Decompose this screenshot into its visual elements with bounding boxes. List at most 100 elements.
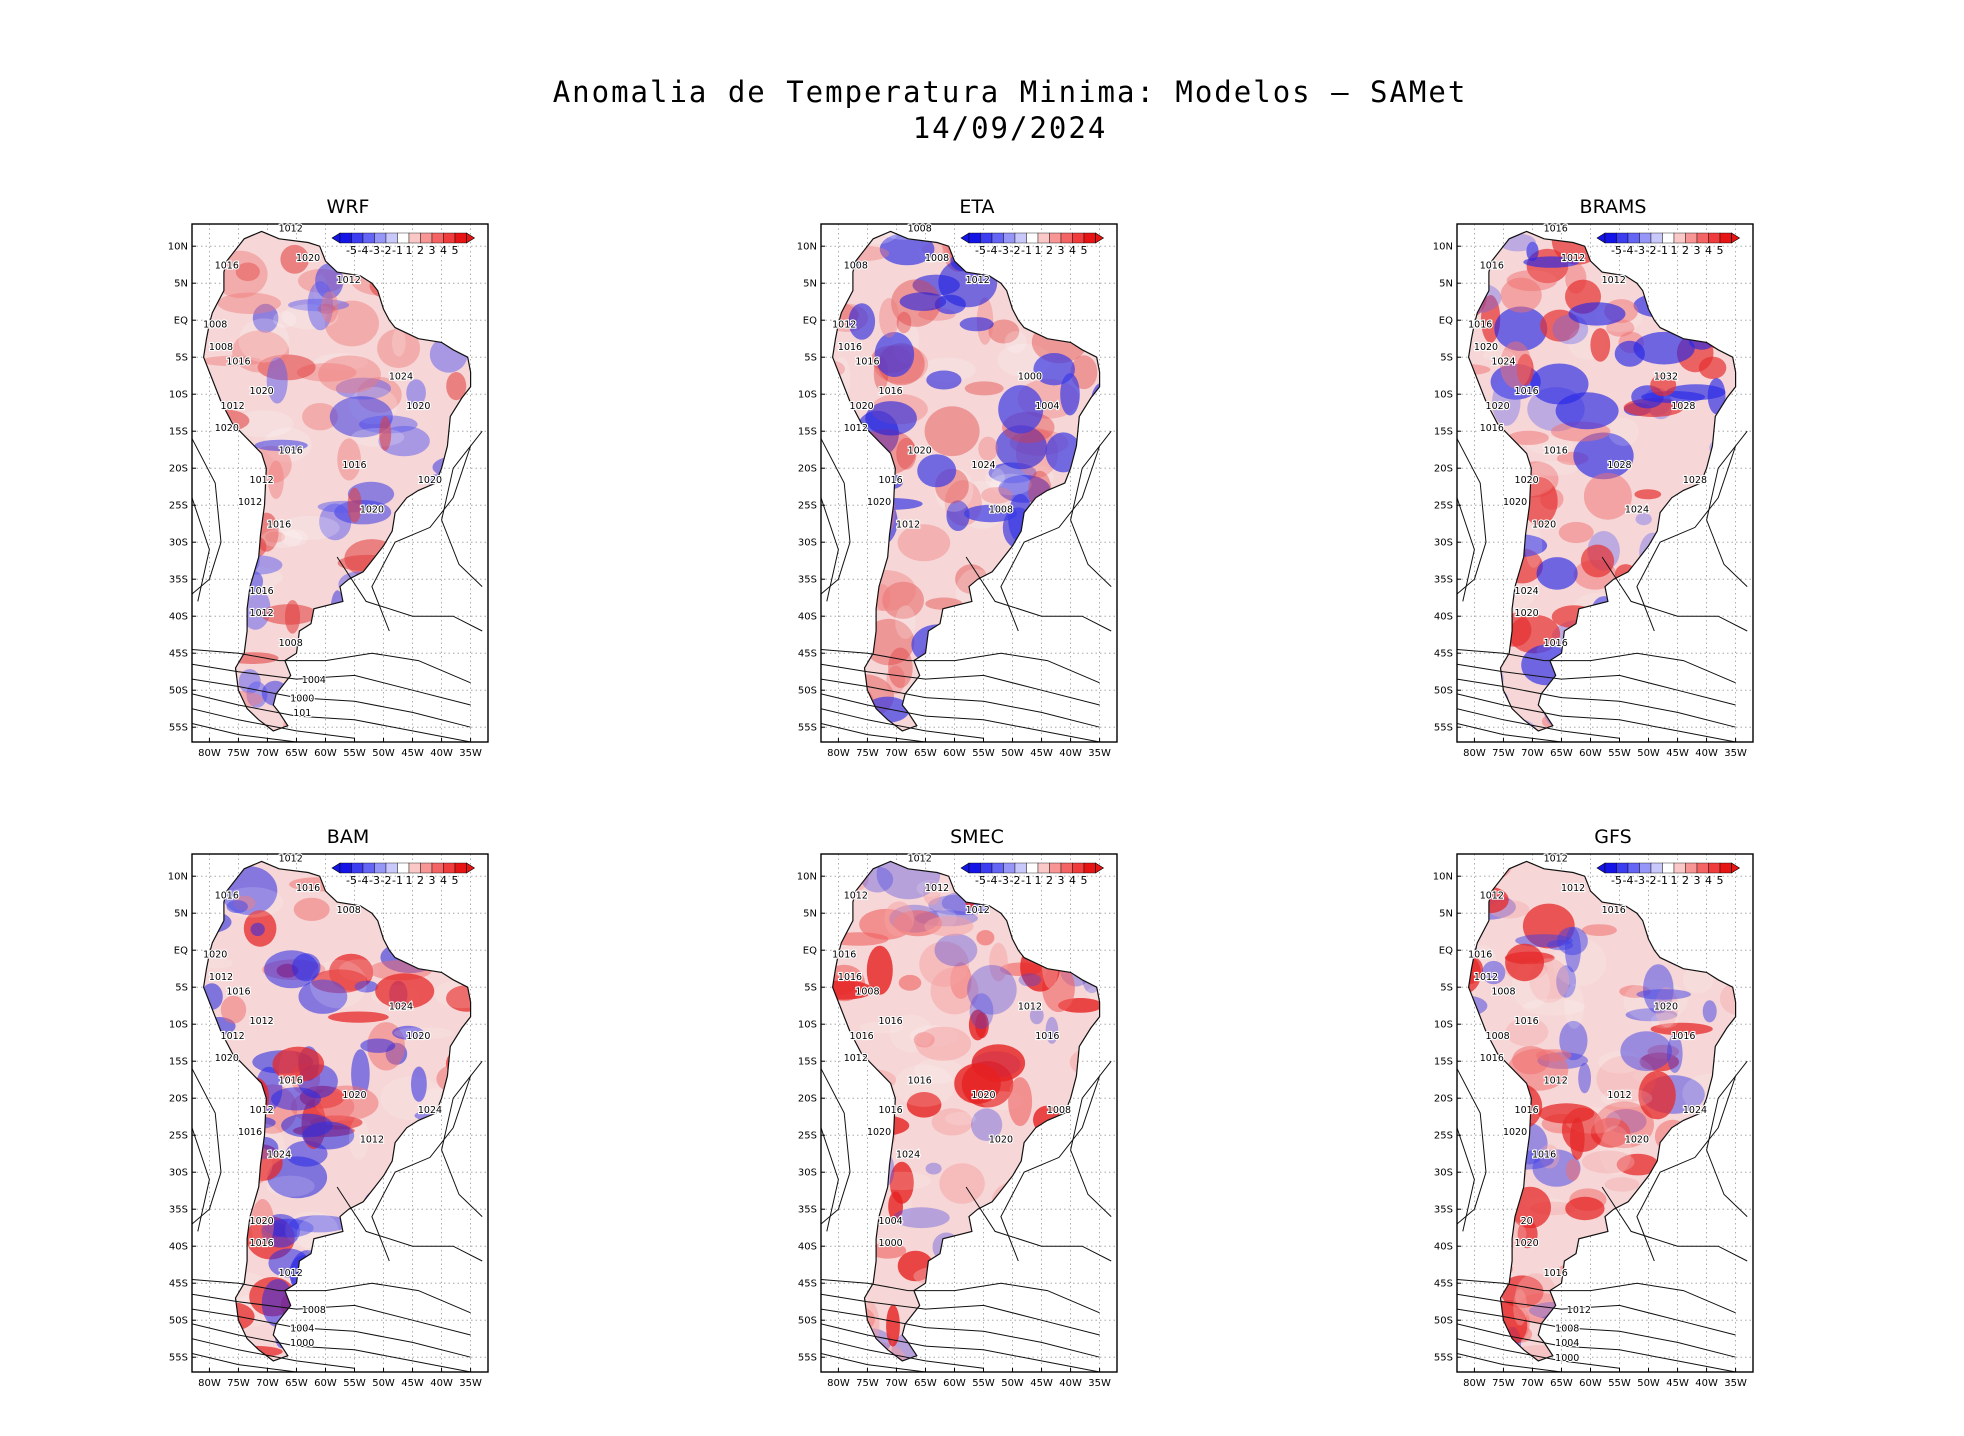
colorbar-label: 1 bbox=[406, 874, 413, 887]
colorbar-label: 4 bbox=[1069, 874, 1076, 887]
colorbar-swatch bbox=[980, 232, 993, 244]
contour-label: 1016 bbox=[296, 883, 320, 894]
contour-label: 1012 bbox=[925, 883, 949, 894]
contour-label: 1008 bbox=[989, 505, 1013, 516]
isobars bbox=[821, 430, 1112, 742]
contour-label: 1012 bbox=[1567, 1305, 1591, 1316]
colorbar-swatch bbox=[1060, 862, 1073, 874]
contour-label: 20 bbox=[1521, 1216, 1533, 1227]
map-brams: 10N 5N EQ 5S 10S 15S 20S 25S 30S 35S 40S 45S 50S 55S 8… bbox=[1433, 222, 1754, 759]
colorbar-label: -2 bbox=[1646, 244, 1657, 257]
contour-label: 1016 bbox=[1544, 445, 1568, 456]
colorbar-swatch bbox=[1673, 232, 1686, 244]
contour-label: 1012 bbox=[279, 853, 303, 864]
contour-label: 1016 bbox=[1532, 1149, 1556, 1160]
contour-label: 1020 bbox=[203, 950, 227, 961]
lon-tick-label: 40W bbox=[430, 1378, 453, 1389]
colorbar-swatch bbox=[1616, 862, 1629, 874]
colorbar-swatch bbox=[408, 862, 421, 874]
lat-tick-label: 10N bbox=[1433, 242, 1453, 253]
map-frame bbox=[820, 853, 1118, 1373]
contour-label: 1024 bbox=[267, 1149, 291, 1160]
contour-label: 1024 bbox=[896, 1149, 920, 1160]
title-line-2: 14/09/2024 bbox=[912, 111, 1108, 145]
contour-label: 1016 bbox=[267, 519, 291, 530]
colorbar-swatch bbox=[1037, 862, 1050, 874]
lon-tick-label: 80W bbox=[1463, 748, 1486, 759]
contour-label: 1024 bbox=[1515, 586, 1539, 597]
contour-label: 1016 bbox=[215, 260, 239, 271]
map-panel-gfs: GFS 10N 5N EQ 5S 10S 15S 20S 25S 30S 35S 40S 45S 50S 5… bbox=[1397, 826, 1769, 1392]
lon-tick-label: 50W bbox=[1637, 748, 1660, 759]
contour-label: 1008 bbox=[1491, 987, 1515, 998]
lon-tick-label: 75W bbox=[1492, 748, 1515, 759]
lon-tick-label: 40W bbox=[1059, 748, 1082, 759]
colorbar-label: -4 bbox=[987, 244, 998, 257]
lat-tick-label: 45S bbox=[169, 649, 188, 660]
contour-label: 1016 bbox=[342, 460, 366, 471]
contour-label: 101 bbox=[293, 708, 311, 719]
colorbar-swatch bbox=[1014, 232, 1027, 244]
lat-tick-label: EQ bbox=[1439, 946, 1453, 957]
colorbar: -5 -4 -3 -2 -1 1 2 3 4 5 bbox=[960, 862, 1105, 887]
contour-label: 1024 bbox=[1625, 505, 1649, 516]
lat-tick-label: 20S bbox=[798, 1094, 817, 1105]
lat-tick-label: 45S bbox=[1434, 649, 1453, 660]
lat-tick-label: 15S bbox=[798, 427, 817, 438]
contour-label: 1016 bbox=[879, 1105, 903, 1116]
lon-tick-label: 80W bbox=[827, 748, 850, 759]
lat-tick-label: 5S bbox=[1440, 353, 1453, 364]
contour-label: 1020 bbox=[1515, 475, 1539, 486]
colorbar-label: -1 bbox=[392, 874, 403, 887]
contour-label: 1008 bbox=[279, 638, 303, 649]
map-eta: 10N 5N EQ 5S 10S 15S 20S 25S 30S 35S 40S 45S 50S 55S 8… bbox=[797, 222, 1118, 759]
contour-label: 1000 bbox=[1555, 1353, 1579, 1364]
lat-tick-label: 10S bbox=[169, 390, 188, 401]
lon-tick-label: 70W bbox=[885, 1378, 908, 1389]
colorbar-label: -3 bbox=[998, 244, 1009, 257]
contour-label: 1008 bbox=[337, 905, 361, 916]
colorbar: -5 -4 -3 -2 -1 1 2 3 4 5 bbox=[1596, 862, 1741, 887]
panel-title: ETA bbox=[959, 196, 995, 218]
lon-tick-label: 80W bbox=[198, 1378, 221, 1389]
lat-tick-label: EQ bbox=[174, 946, 188, 957]
lat-tick-label: 10N bbox=[797, 872, 817, 883]
lat-tick-label: 55S bbox=[798, 1353, 817, 1364]
lon-tick-label: 60W bbox=[314, 1378, 337, 1389]
lat-tick-label: 10S bbox=[1434, 1020, 1453, 1031]
contour-label: 1012 bbox=[844, 423, 868, 434]
contour-label: 1012 bbox=[250, 1105, 274, 1116]
contour-label: 1012 bbox=[966, 275, 990, 286]
lat-tick-label: 45S bbox=[798, 649, 817, 660]
contour-label: 1000 bbox=[879, 1238, 903, 1249]
lon-tick-label: 80W bbox=[1463, 1378, 1486, 1389]
lon-tick-label: 70W bbox=[1521, 748, 1544, 759]
lon-tick-label: 65W bbox=[285, 1378, 308, 1389]
colorbar-swatch bbox=[397, 232, 410, 244]
colorbar-arrow-right bbox=[1095, 232, 1105, 244]
colorbar-label: 3 bbox=[1694, 244, 1701, 257]
contour-label: 1020 bbox=[360, 505, 384, 516]
colorbar-label: 2 bbox=[417, 874, 424, 887]
contour-label: 1016 bbox=[226, 357, 250, 368]
contour-label: 1028 bbox=[1683, 475, 1707, 486]
colorbar-label: -2 bbox=[1646, 874, 1657, 887]
lat-tick-label: 5S bbox=[175, 353, 188, 364]
colorbar-label: 3 bbox=[429, 874, 436, 887]
isobars bbox=[1457, 1060, 1748, 1372]
lon-tick-label: 35W bbox=[459, 1378, 482, 1389]
colorbar-label: -5 bbox=[1611, 874, 1622, 887]
contour-label: 1016 bbox=[226, 987, 250, 998]
colorbar-swatch bbox=[1083, 232, 1096, 244]
colorbar-label: -2 bbox=[1010, 874, 1021, 887]
colorbar-swatch bbox=[431, 862, 444, 874]
colorbar-swatch bbox=[1673, 862, 1686, 874]
map-panel-bam: BAM 10N 5N EQ 5S 10S 15S 20S 25S 30S 35S 40S 45S 50S 5… bbox=[132, 826, 504, 1392]
contour-label: 1004 bbox=[1035, 401, 1059, 412]
lon-tick-label: 35W bbox=[1724, 1378, 1747, 1389]
lat-tick-label: 50S bbox=[169, 1316, 188, 1327]
map-frame bbox=[1456, 853, 1754, 1373]
colorbar-arrow-right bbox=[466, 232, 476, 244]
contour-label: 1016 bbox=[1544, 638, 1568, 649]
colorbar-arrow-right bbox=[466, 862, 476, 874]
